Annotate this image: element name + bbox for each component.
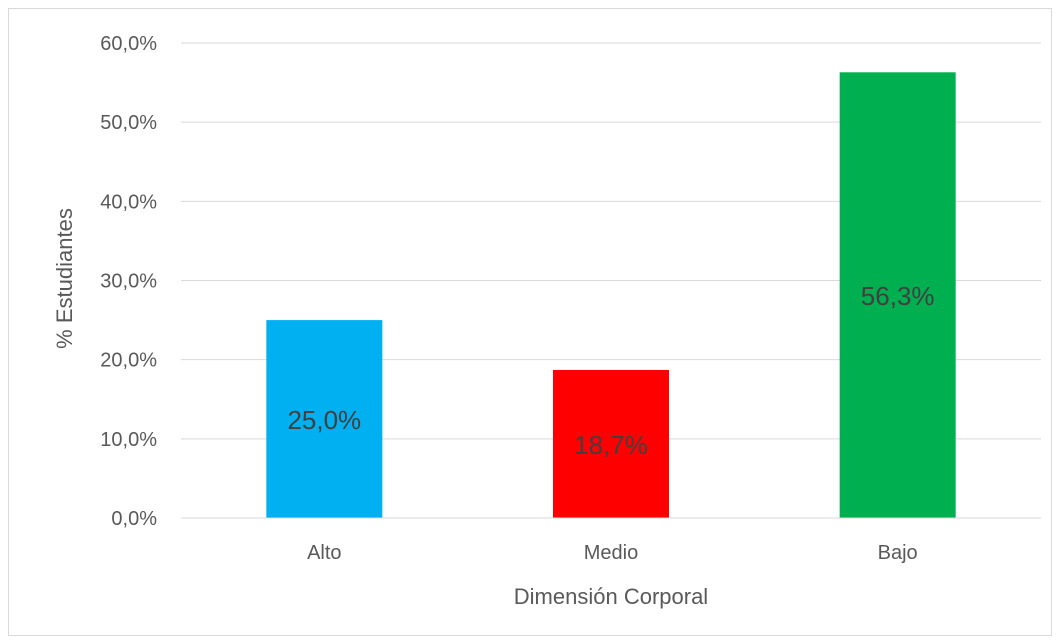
data-label: 56,3% [861, 281, 935, 311]
x-tick-label: Medio [584, 542, 638, 564]
x-tick-label: Alto [307, 542, 341, 564]
x-axis-title: Dimensión Corporal [514, 584, 708, 609]
y-axis-title: % Estudiantes [52, 208, 77, 349]
bar-medio [553, 369, 669, 518]
bar-bajo [839, 72, 956, 519]
y-tick-label: 0,0% [111, 508, 157, 530]
y-tick-label: 40,0% [100, 191, 157, 213]
y-axis-ticks: 0,0% 10,0% 20,0% 30,0% 40,0% 50,0% 60,0% [100, 33, 157, 530]
data-label: 25,0% [287, 405, 361, 435]
x-axis-ticks: Alto Medio Bajo [307, 542, 918, 564]
y-tick-label: 20,0% [100, 350, 157, 372]
y-tick-label: 50,0% [100, 112, 157, 134]
y-tick-label: 30,0% [100, 271, 157, 293]
bar-alto [266, 320, 383, 518]
data-label: 18,7% [574, 430, 648, 460]
x-tick-label: Bajo [878, 542, 918, 564]
y-tick-label: 10,0% [100, 429, 157, 451]
y-tick-label: 60,0% [100, 33, 157, 55]
bars: 25,0% 18,7% 56,3% [266, 72, 956, 519]
